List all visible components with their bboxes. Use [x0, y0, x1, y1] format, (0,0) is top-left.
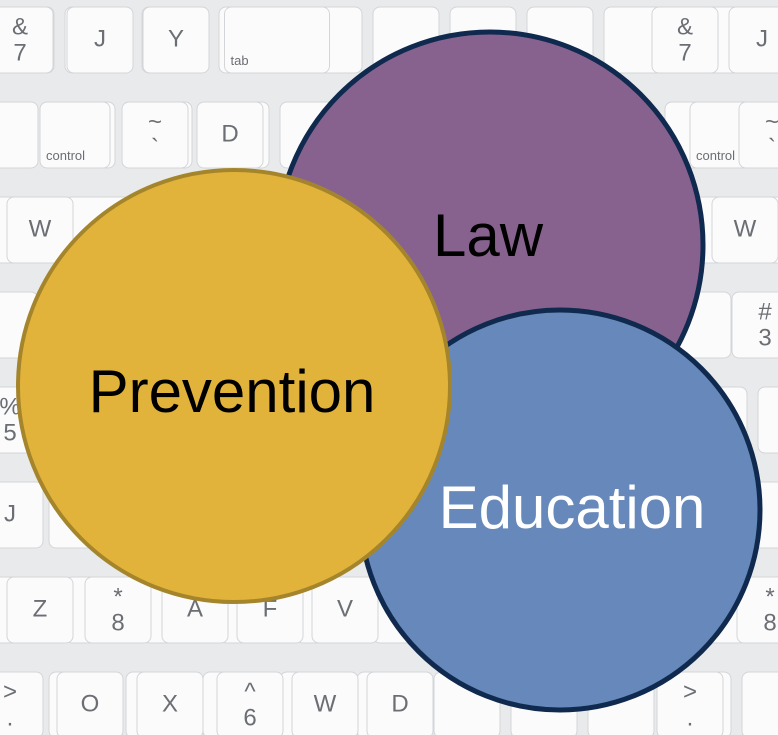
key-label: &	[677, 13, 693, 40]
key-label: D	[221, 120, 238, 147]
key-label: &	[12, 13, 28, 40]
key-label: J	[94, 25, 106, 52]
key-label: 7	[678, 39, 691, 66]
key-label: J	[4, 500, 16, 527]
key-label: 3	[758, 324, 771, 351]
node-label: Education	[439, 474, 706, 541]
key-label: .	[7, 704, 14, 731]
key-label: control	[696, 148, 735, 163]
key-label: O	[81, 690, 100, 717]
key-label: `	[768, 134, 776, 161]
key-label: D	[391, 690, 408, 717]
key-label: *	[113, 583, 122, 610]
key-label: .	[687, 704, 694, 731]
key-label: tab	[231, 53, 249, 68]
key-label: >	[3, 678, 17, 705]
diagram: &7JYtab&7Jcontrol~`Dcontrol~`WW#3%5JZ*8A…	[0, 0, 778, 735]
key-label: Y	[168, 25, 184, 52]
key-label: 8	[763, 609, 776, 636]
key-label: W	[29, 215, 52, 242]
key-label: X	[162, 690, 178, 717]
key-label: 5	[3, 419, 16, 446]
key-label: 7	[13, 39, 26, 66]
node-label: Law	[433, 202, 544, 269]
key-label: V	[337, 595, 353, 622]
key	[742, 672, 778, 735]
key-label: *	[765, 583, 774, 610]
key-label: ~	[148, 108, 162, 135]
key	[758, 387, 778, 453]
key-label: 6	[243, 704, 256, 731]
key-label: W	[734, 215, 757, 242]
key-label: `	[151, 134, 159, 161]
key-label: >	[683, 678, 697, 705]
key-label: 8	[111, 609, 124, 636]
key-label: ^	[244, 678, 256, 705]
key	[729, 7, 778, 73]
key-label: Z	[33, 595, 48, 622]
key-label: ~	[765, 108, 778, 135]
key-label: J	[756, 25, 768, 52]
node-label: Prevention	[89, 358, 376, 425]
key-label: #	[758, 298, 772, 325]
key	[0, 102, 38, 168]
key-label: control	[46, 148, 85, 163]
key-label: W	[314, 690, 337, 717]
